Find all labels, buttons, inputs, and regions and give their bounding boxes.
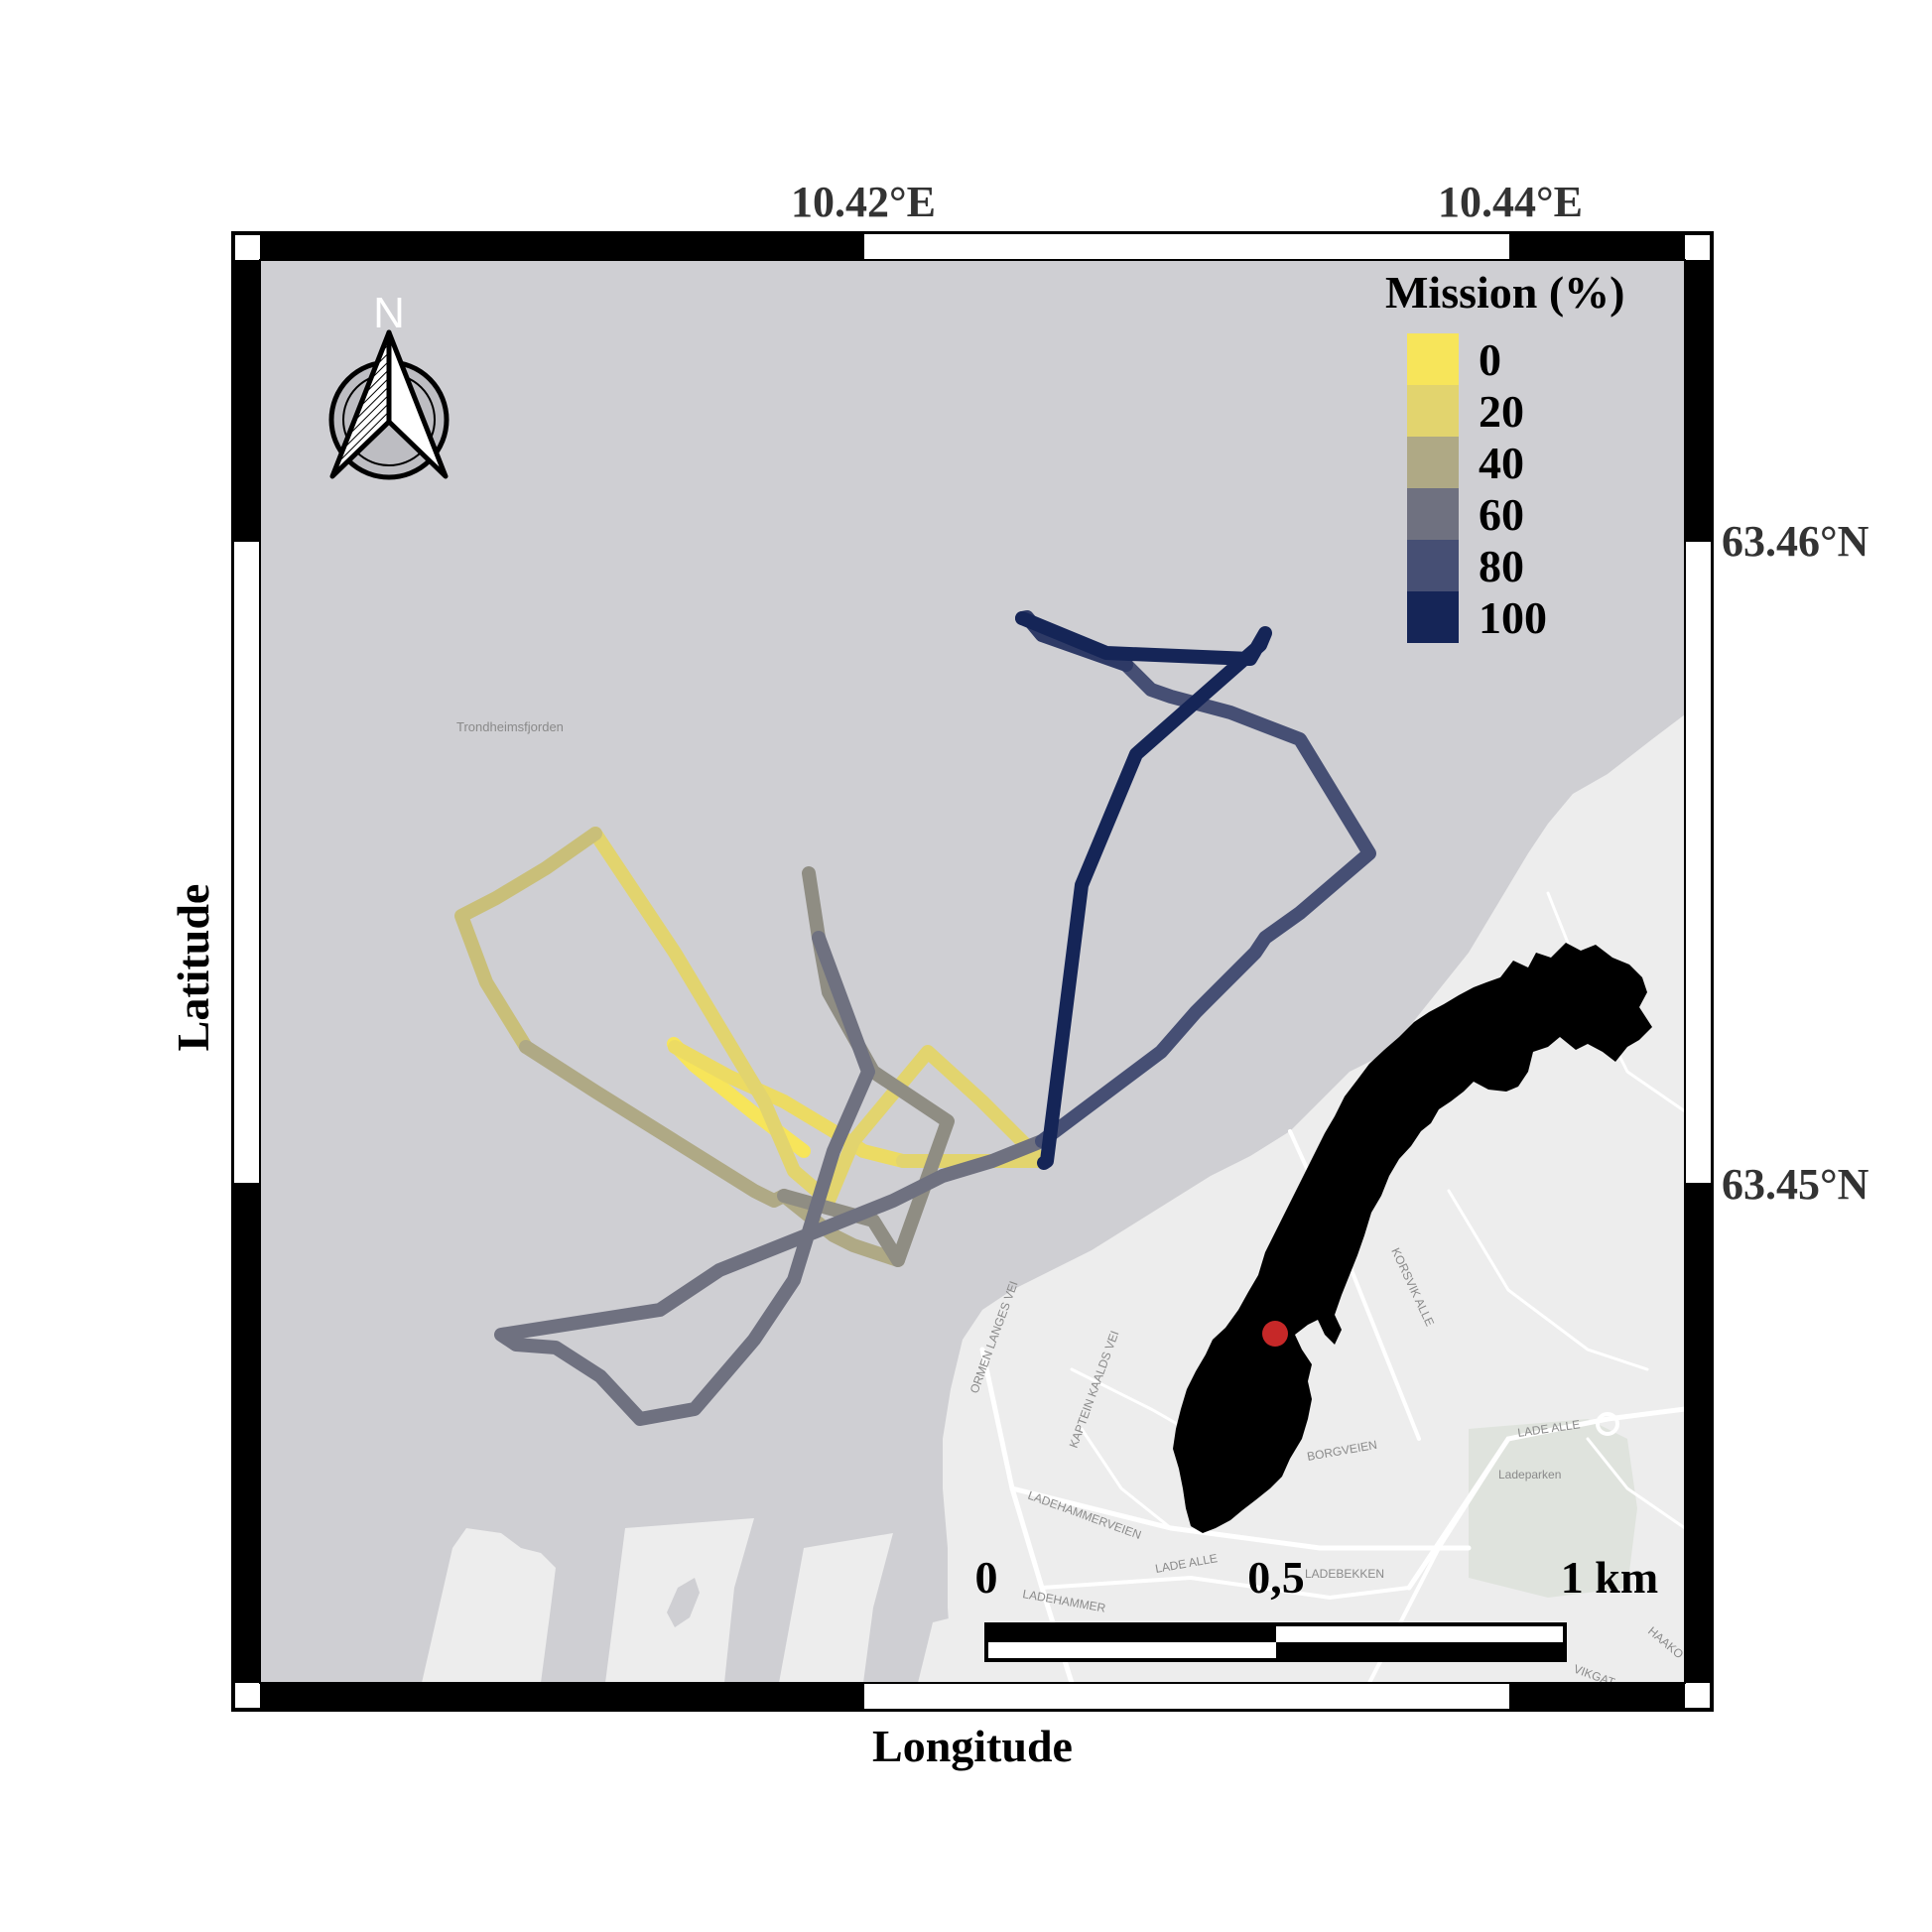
- frame-bar: [1510, 1683, 1685, 1710]
- track-segment-10: [668, 1040, 910, 1168]
- lat-tick-label: 63.45°N: [1722, 1160, 1869, 1209]
- scale-bar-label: 0: [975, 1552, 998, 1603]
- north-arrow-right: [386, 329, 449, 479]
- scale-bar-segment: [986, 1624, 1276, 1642]
- legend-title: Mission (%): [1385, 267, 1625, 318]
- frame-bar: [1685, 1184, 1712, 1683]
- legend-swatch: [1407, 437, 1459, 488]
- north-arrow-icon: N: [328, 289, 450, 480]
- scale-bar: 0 0,5 1 km: [975, 1552, 1658, 1662]
- street-label: Ladeparken: [1498, 1468, 1561, 1481]
- frame-bar: [862, 1682, 1511, 1711]
- road: [1586, 1437, 1687, 1530]
- land-pier-4: [918, 1617, 958, 1683]
- track-segment-30: [454, 827, 602, 1054]
- legend-swatch: [1407, 385, 1459, 437]
- x-axis-title: Longitude: [872, 1721, 1073, 1771]
- road: [1040, 1575, 1411, 1601]
- scale-bar-segment: [1276, 1642, 1565, 1660]
- map-frame: [231, 231, 1714, 1712]
- frame-bar: [1685, 260, 1712, 541]
- lon-tick-label: 10.42°E: [791, 178, 936, 226]
- north-arrow-label: N: [373, 289, 405, 337]
- frame-bar: [1510, 233, 1685, 260]
- road: [1080, 1427, 1173, 1530]
- road: [1447, 1189, 1649, 1371]
- legend-swatch: [1407, 488, 1459, 540]
- legend-label: 80: [1479, 541, 1524, 591]
- legend-swatch: [1407, 591, 1459, 643]
- track-segment-20: [588, 827, 1049, 1208]
- scale-bar-label: 0,5: [1247, 1552, 1305, 1603]
- frame-bar: [1684, 540, 1713, 1185]
- road: [1009, 1485, 1472, 1551]
- lat-tick-label: 63.46°N: [1722, 517, 1869, 566]
- legend-label: 60: [1479, 489, 1524, 540]
- track-segment-100: [1015, 611, 1272, 1170]
- land-pier-3: [779, 1533, 893, 1683]
- street-label: LADEBEKKEN: [1305, 1567, 1384, 1581]
- legend-label: 20: [1479, 386, 1524, 437]
- legend-label: 100: [1479, 592, 1547, 643]
- pier-island: [667, 1578, 700, 1627]
- inset-location-marker: [1262, 1321, 1288, 1347]
- roundabout: [1596, 1412, 1619, 1436]
- inset-map: [1173, 943, 1652, 1533]
- frame-bar: [232, 540, 261, 1185]
- y-axis-title: Latitude: [168, 884, 218, 1052]
- land-pier-1: [422, 1528, 556, 1683]
- frame-bar: [233, 1184, 260, 1683]
- water-label: Trondheimsfjorden: [456, 719, 564, 734]
- legend-label: 0: [1479, 334, 1501, 385]
- frame-bar: [233, 260, 260, 541]
- legend-swatch: [1407, 540, 1459, 591]
- lon-tick-label: 10.44°E: [1438, 178, 1583, 226]
- legend-label: 40: [1479, 438, 1524, 488]
- frame-bar: [260, 233, 863, 260]
- frame-bar: [260, 1683, 863, 1710]
- vehicle-track: [454, 610, 1376, 1426]
- park-area: [1469, 1419, 1637, 1598]
- legend-swatch: [1407, 333, 1459, 385]
- track-segment-40: [519, 1040, 905, 1267]
- track-segment-60: [494, 931, 1049, 1426]
- track-segment-80: [1035, 658, 1376, 1148]
- scale-bar-label: 1 km: [1561, 1552, 1658, 1603]
- frame-bar: [862, 232, 1511, 261]
- inset-country-shape: [1173, 943, 1652, 1533]
